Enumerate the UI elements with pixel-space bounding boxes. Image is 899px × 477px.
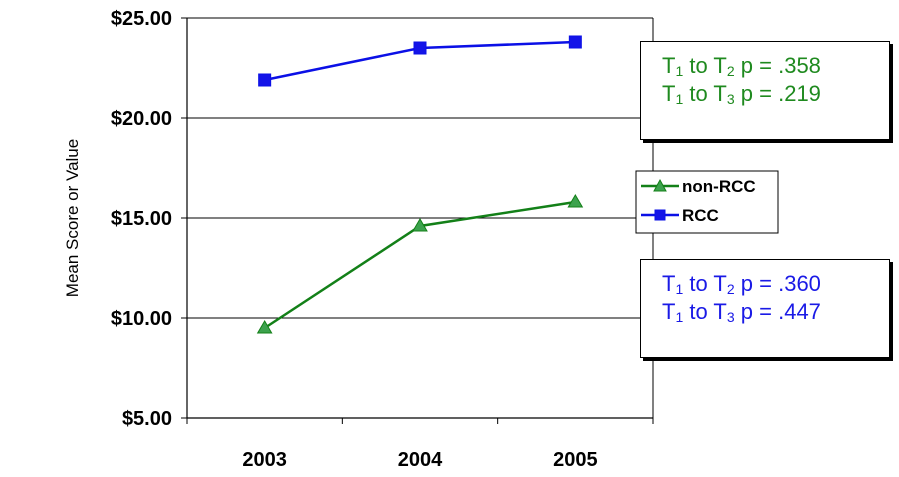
data-point-rcc [413, 41, 427, 55]
rcc-sig-line-1: T1 to T2 p = .358 [662, 52, 889, 80]
sig-sub: 2 [726, 281, 735, 297]
sig-p-value: p = .447 [734, 299, 821, 324]
sig-sub: 3 [726, 309, 735, 325]
sig-sub: 1 [675, 91, 684, 107]
non-rcc-sig-line-1: T1 to T2 p = .360 [662, 270, 889, 298]
data-point-rcc [258, 73, 272, 87]
non-rcc-significance-box: T1 to T2 p = .360 T1 to T3 p = .447 [640, 259, 890, 358]
legend: non-RCC RCC [635, 170, 779, 234]
y-tick-label: $5.00 [122, 408, 172, 430]
x-tick-labels: 2003 2004 2005 [242, 449, 597, 471]
sig-sub: 3 [726, 91, 735, 107]
data-point-rcc [568, 35, 582, 49]
series-layer [256, 35, 584, 334]
sig-t-label: T [662, 53, 676, 78]
sig-p-value: p = .360 [734, 271, 821, 296]
rcc-sig-line-2: T1 to T3 p = .219 [662, 80, 889, 108]
sig-sub: 1 [675, 309, 684, 325]
legend-label-non-rcc: non-RCC [682, 177, 756, 196]
y-tick-label: $15.00 [111, 208, 172, 230]
data-point-non-rcc [256, 320, 273, 334]
data-point-non-rcc [567, 194, 584, 208]
y-tick-label: $10.00 [111, 308, 172, 330]
x-tick-label: 2005 [553, 449, 598, 471]
gridlines [181, 17, 654, 424]
non-rcc-sig-line-2: T1 to T3 p = .447 [662, 298, 889, 326]
y-tick-label: $20.00 [111, 108, 172, 130]
sig-mid: to T [683, 53, 727, 78]
y-tick-labels: $5.00 $10.00 $15.00 $20.00 $25.00 [111, 8, 172, 430]
legend-marker-non-rcc [653, 178, 667, 192]
y-axis-label: Mean Score or Value [63, 139, 82, 297]
sig-mid: to T [683, 81, 727, 106]
sig-mid: to T [683, 271, 727, 296]
x-tick-label: 2004 [398, 449, 443, 471]
sig-sub: 2 [726, 63, 735, 79]
legend-label-rcc: RCC [682, 206, 719, 225]
sig-p-value: p = .358 [734, 53, 821, 78]
rcc-significance-box: T1 to T2 p = .358 T1 to T3 p = .219 [640, 41, 890, 140]
sig-sub: 1 [675, 281, 684, 297]
sig-t-label: T [662, 299, 676, 324]
x-tick-label: 2003 [242, 449, 287, 471]
data-point-non-rcc [412, 218, 428, 232]
sig-t-label: T [662, 271, 676, 296]
sig-sub: 1 [675, 63, 684, 79]
legend-marker-rcc [654, 209, 666, 221]
sig-t-label: T [662, 81, 676, 106]
sig-mid: to T [683, 299, 727, 324]
y-tick-label: $25.00 [111, 8, 172, 30]
sig-p-value: p = .219 [734, 81, 821, 106]
